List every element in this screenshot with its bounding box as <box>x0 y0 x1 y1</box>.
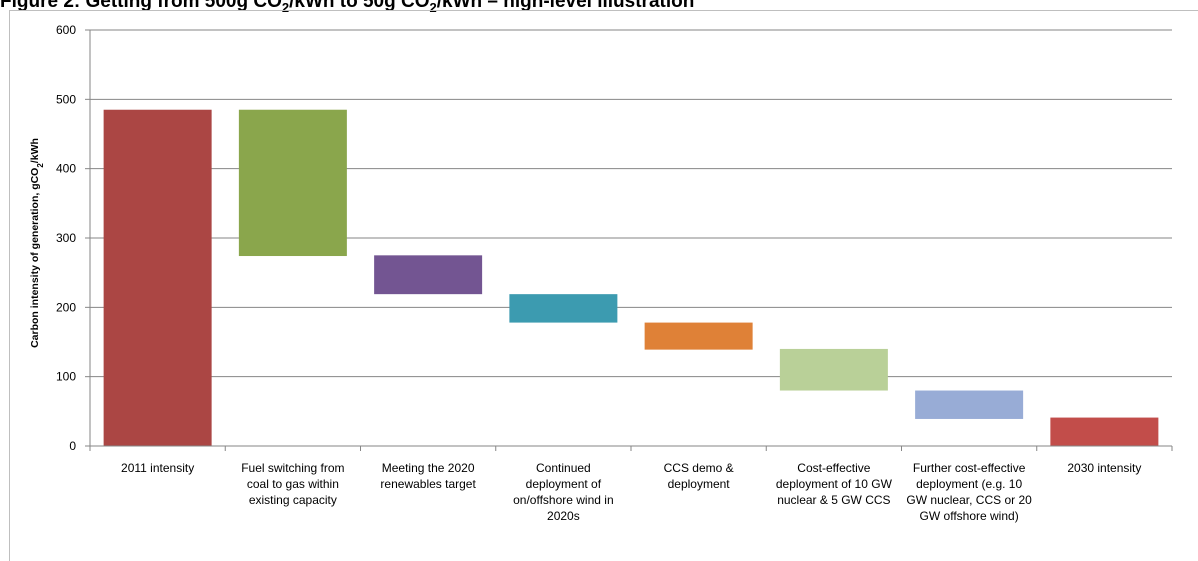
page-title: Figure 2: Getting from 500g CO2/kWh to 5… <box>0 0 695 13</box>
bar-5 <box>644 322 753 350</box>
bar-1 <box>103 109 212 446</box>
y-axis-label: Carbon intensity of generation, gCO2/kWh <box>29 138 45 348</box>
y-tick-label: 500 <box>56 92 76 106</box>
chart-frame <box>9 10 1198 561</box>
y-tick-label: 400 <box>56 162 76 176</box>
y-tick-label: 0 <box>69 439 76 453</box>
y-tick-label: 600 <box>56 23 76 37</box>
x-category-labels: 2011 intensity Fuel switching from coal to… <box>121 461 1141 523</box>
bar-7 <box>915 390 1024 419</box>
axes <box>85 29 1173 451</box>
x-category-label: Cost-effective deployment of 10 GW nuclear… <box>776 461 893 507</box>
x-category-label: Meeting the 2020 renewables target <box>380 461 476 491</box>
x-category-label: Fuel switching from coal to gas within exi… <box>241 461 344 507</box>
x-category-label: Continued deployment of on/offshore wind i… <box>513 461 614 523</box>
x-category-label: 2011 intensity <box>121 461 194 475</box>
bar-8 <box>1050 417 1159 446</box>
bar-6 <box>779 348 888 391</box>
y-tick-label: 100 <box>56 370 76 384</box>
y-tick-label: 200 <box>56 300 76 314</box>
x-category-label: 2030 intensity <box>1067 461 1141 475</box>
x-category-label: Further cost-effective deployment (e.g. 1… <box>906 461 1032 523</box>
bar-3 <box>374 255 483 295</box>
y-tick-labels: 0 100 200 300 400 500 600 <box>56 23 76 453</box>
bars <box>103 109 1159 446</box>
x-category-label: CCS demo & deployment <box>664 461 734 491</box>
y-tick-label: 300 <box>56 231 76 245</box>
bar-2 <box>238 109 347 257</box>
bar-4 <box>509 294 618 323</box>
